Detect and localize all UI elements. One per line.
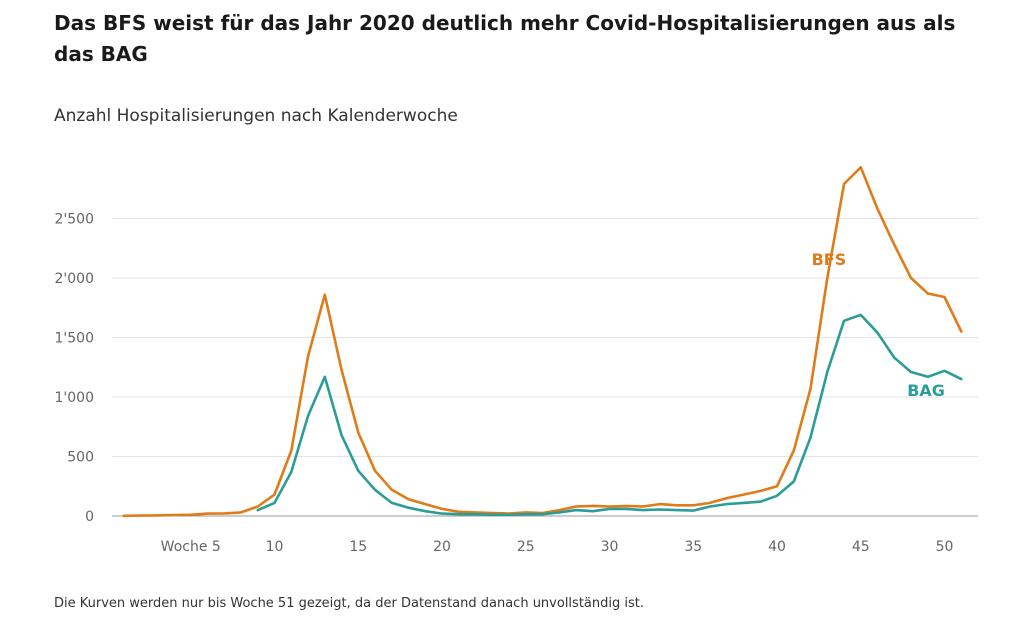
x-tick-label: 25	[517, 539, 535, 555]
x-tick-label: Woche 5	[161, 539, 221, 555]
chart-footnote: Die Kurven werden nur bis Woche 51 gezei…	[54, 596, 644, 611]
y-tick-label: 1'000	[55, 390, 94, 406]
y-tick-label: 0	[85, 509, 94, 525]
x-tick-label: 10	[266, 539, 284, 555]
y-tick-label: 2'500	[55, 212, 94, 228]
x-tick-label: 20	[433, 539, 451, 555]
x-tick-label: 35	[684, 539, 702, 555]
x-tick-label: 50	[936, 539, 954, 555]
series-line-bag	[256, 313, 963, 517]
chart-title: Das BFS weist für das Jahr 2020 deutlich…	[54, 11, 956, 66]
series-label-bfs: BFS	[812, 250, 847, 269]
chart-subtitle: Anzahl Hospitalisierungen nach Kalenderw…	[54, 106, 458, 126]
series-label-bag: BAG	[907, 381, 945, 400]
x-tick-label: 40	[768, 539, 786, 555]
x-tick-label: 15	[349, 539, 367, 555]
x-tick-label: 45	[852, 539, 870, 555]
x-tick-label: 30	[601, 539, 619, 555]
y-tick-label: 2'000	[55, 271, 94, 287]
series-line-bfs	[122, 166, 963, 518]
y-tick-label: 1'500	[55, 331, 94, 347]
y-tick-label: 500	[67, 450, 94, 466]
